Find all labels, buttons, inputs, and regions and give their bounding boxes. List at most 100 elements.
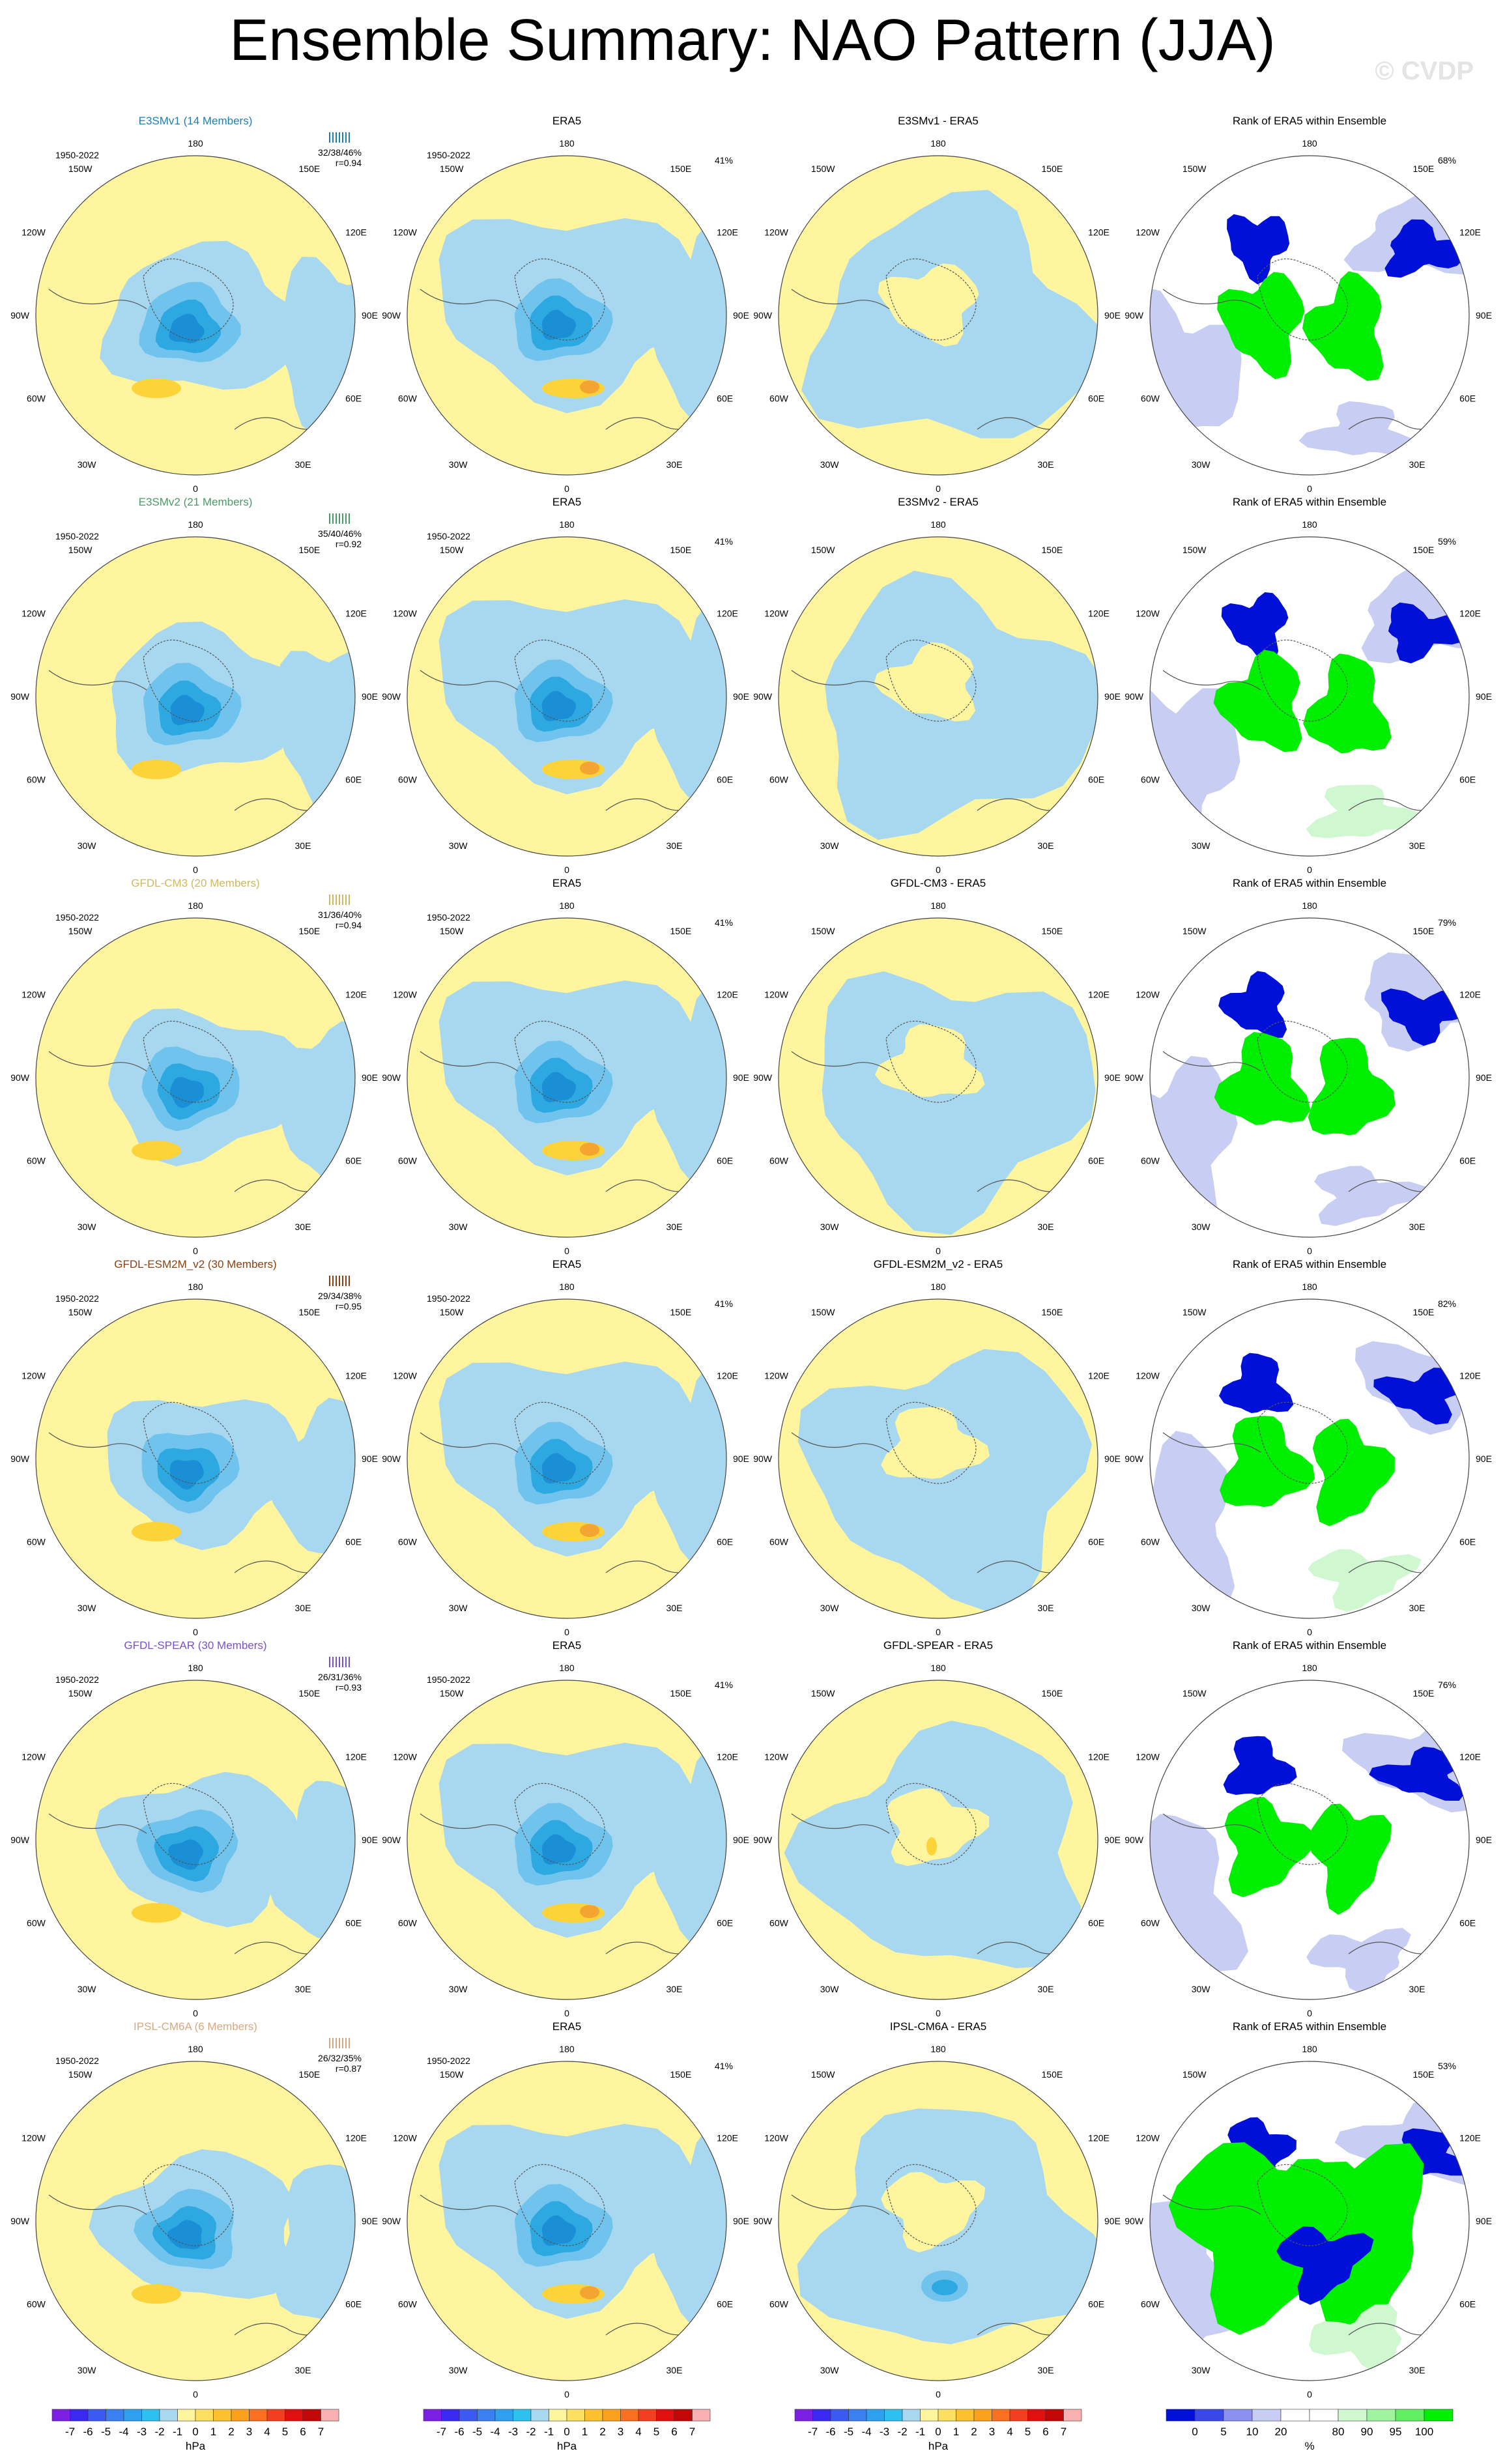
colorbar-tick-label: -1 xyxy=(173,2426,182,2438)
colorbar-tick-label: 2 xyxy=(599,2426,605,2438)
longitude-label: 90W xyxy=(1125,2216,1144,2226)
panel-title: GFDL-SPEAR - ERA5 xyxy=(883,1639,993,1652)
longitude-label: 30E xyxy=(1409,459,1426,470)
longitude-label: 0 xyxy=(193,1627,198,1637)
rank-pct-label: 59% xyxy=(1438,536,1456,547)
pct-explained-label: 41% xyxy=(715,1680,733,1690)
colorbar-tick-label: 95 xyxy=(1390,2426,1402,2438)
map-field xyxy=(779,1680,1098,1999)
pattern-corr-label: r=0.92 xyxy=(336,539,362,549)
longitude-label: 0 xyxy=(936,2008,941,2018)
longitude-label: 90W xyxy=(753,1454,773,1464)
longitude-label: 60W xyxy=(1141,2299,1160,2310)
member-tick xyxy=(342,132,343,143)
longitude-label: 30E xyxy=(1409,1222,1426,1232)
colorbar-swatch xyxy=(160,2409,178,2421)
longitude-label: 60W xyxy=(769,1537,789,1547)
colorbar-tick-label: 5 xyxy=(1025,2426,1031,2438)
longitude-label: 90W xyxy=(753,2216,773,2226)
longitude-label: 30W xyxy=(1192,1984,1211,1994)
longitude-label: 150E xyxy=(1042,164,1063,174)
longitude-label: 0 xyxy=(193,1246,198,1256)
pct-explained-label: 41% xyxy=(715,1298,733,1309)
longitude-label: 120E xyxy=(1459,1371,1481,1381)
longitude-label: 90E xyxy=(1104,691,1121,702)
colorbar-swatch xyxy=(1281,2409,1310,2421)
longitude-label: 90W xyxy=(382,691,401,702)
panel-title: Rank of ERA5 within Ensemble xyxy=(1233,496,1386,508)
colorbar-swatch xyxy=(1310,2409,1338,2421)
colorbar-tick-label: -4 xyxy=(861,2426,871,2438)
longitude-label: 120W xyxy=(22,609,46,619)
longitude-label: 30E xyxy=(1038,459,1054,470)
member-tick xyxy=(342,1276,343,1286)
longitude-label: 120E xyxy=(717,990,738,1000)
longitude-label: 90E xyxy=(362,2216,378,2226)
positive-anomaly-region xyxy=(132,1141,181,1160)
member-tick xyxy=(339,1657,340,1667)
longitude-label: 0 xyxy=(193,483,198,494)
panel-title: GFDL-SPEAR (30 Members) xyxy=(124,1639,266,1652)
period-label: 1950-2022 xyxy=(55,2056,99,2066)
longitude-label: 150W xyxy=(440,545,464,555)
colorbar-swatch xyxy=(902,2409,921,2421)
member-tick xyxy=(332,2038,334,2048)
colorbar-swatch xyxy=(1338,2409,1367,2421)
colorbar-tick-label: 4 xyxy=(635,2426,641,2438)
longitude-label: 60E xyxy=(717,1156,733,1166)
colorbar-unit: hPa xyxy=(928,2440,949,2452)
colorbar-tick-label: -5 xyxy=(844,2426,853,2438)
member-tick xyxy=(329,132,330,143)
member-tick xyxy=(336,1657,337,1667)
longitude-label: 0 xyxy=(1307,1627,1312,1637)
member-tick xyxy=(345,1657,347,1667)
member-tick xyxy=(332,1276,334,1286)
colorbar-tick-label: 6 xyxy=(300,2426,306,2438)
rank-pct-label: 82% xyxy=(1438,1298,1456,1309)
longitude-label: 120E xyxy=(717,1752,738,1762)
colorbar-swatch xyxy=(992,2409,1010,2421)
colorbar-swatch xyxy=(195,2409,214,2421)
longitude-label: 150E xyxy=(1042,2069,1063,2080)
positive-anomaly-core xyxy=(580,762,599,775)
longitude-label: 0 xyxy=(936,1627,941,1637)
colorbar-swatch xyxy=(1367,2409,1396,2421)
longitude-label: 180 xyxy=(559,519,575,530)
longitude-label: 120E xyxy=(1459,609,1481,619)
longitude-label: 60W xyxy=(769,2299,789,2310)
longitude-label: 30W xyxy=(820,1603,840,1613)
panel-title: ERA5 xyxy=(552,877,581,889)
period-label: 1950-2022 xyxy=(427,912,470,923)
longitude-label: 60W xyxy=(1141,775,1160,785)
longitude-label: 90W xyxy=(753,1072,773,1083)
member-tick xyxy=(345,895,347,905)
member-tick xyxy=(329,895,330,905)
negative-anomaly-core xyxy=(932,2280,958,2295)
colorbar-swatch xyxy=(1252,2409,1281,2421)
longitude-label: 90E xyxy=(1104,1454,1121,1464)
colorbar-tick-label: 80 xyxy=(1332,2426,1345,2438)
colorbar-tick-label: -4 xyxy=(119,2426,128,2438)
colorbar-swatch xyxy=(178,2409,196,2421)
longitude-label: 60E xyxy=(1088,394,1104,404)
longitude-label: 90W xyxy=(1125,310,1144,321)
longitude-label: 90E xyxy=(362,691,378,702)
member-tick xyxy=(339,513,340,524)
longitude-label: 60W xyxy=(27,1156,46,1166)
positive-anomaly-region xyxy=(132,2284,181,2304)
colorbar-tick-label: 3 xyxy=(246,2426,252,2438)
longitude-label: 120W xyxy=(393,2133,417,2143)
longitude-label: 120E xyxy=(345,990,367,1000)
colorbar-swatch xyxy=(1046,2409,1064,2421)
longitude-label: 0 xyxy=(936,1246,941,1256)
colorbar-tick-label: 7 xyxy=(318,2426,324,2438)
longitude-label: 90E xyxy=(362,1454,378,1464)
longitude-label: 150E xyxy=(670,1307,692,1317)
longitude-label: 150E xyxy=(1042,545,1063,555)
longitude-label: 90W xyxy=(10,1835,30,1845)
longitude-label: 60W xyxy=(769,1156,789,1166)
